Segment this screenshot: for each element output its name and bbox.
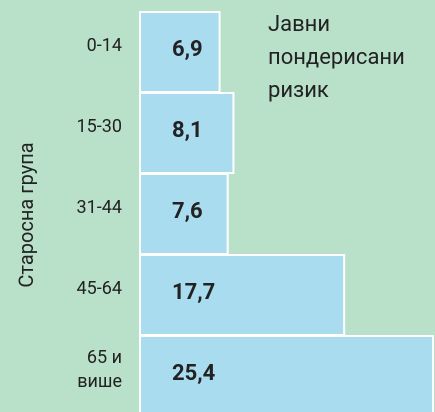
category-label: 65 и више (77, 347, 122, 392)
value-label: 7,6 (172, 199, 203, 224)
category-label: 15-30 (77, 116, 122, 137)
category-label: 45-64 (77, 278, 122, 299)
bar (139, 92, 235, 174)
value-label: 17,7 (172, 280, 215, 305)
bar (139, 254, 346, 336)
value-label: 8,1 (172, 118, 203, 143)
value-label: 25,4 (172, 361, 216, 386)
bar (139, 11, 221, 93)
category-label: 31-44 (77, 197, 122, 218)
bar (139, 335, 434, 412)
chart-title: Јавни пондерисани ризик (268, 12, 405, 103)
category-label: 0-14 (87, 35, 122, 56)
y-axis-label: Старосна група (14, 142, 38, 287)
value-label: 6,9 (172, 37, 203, 62)
